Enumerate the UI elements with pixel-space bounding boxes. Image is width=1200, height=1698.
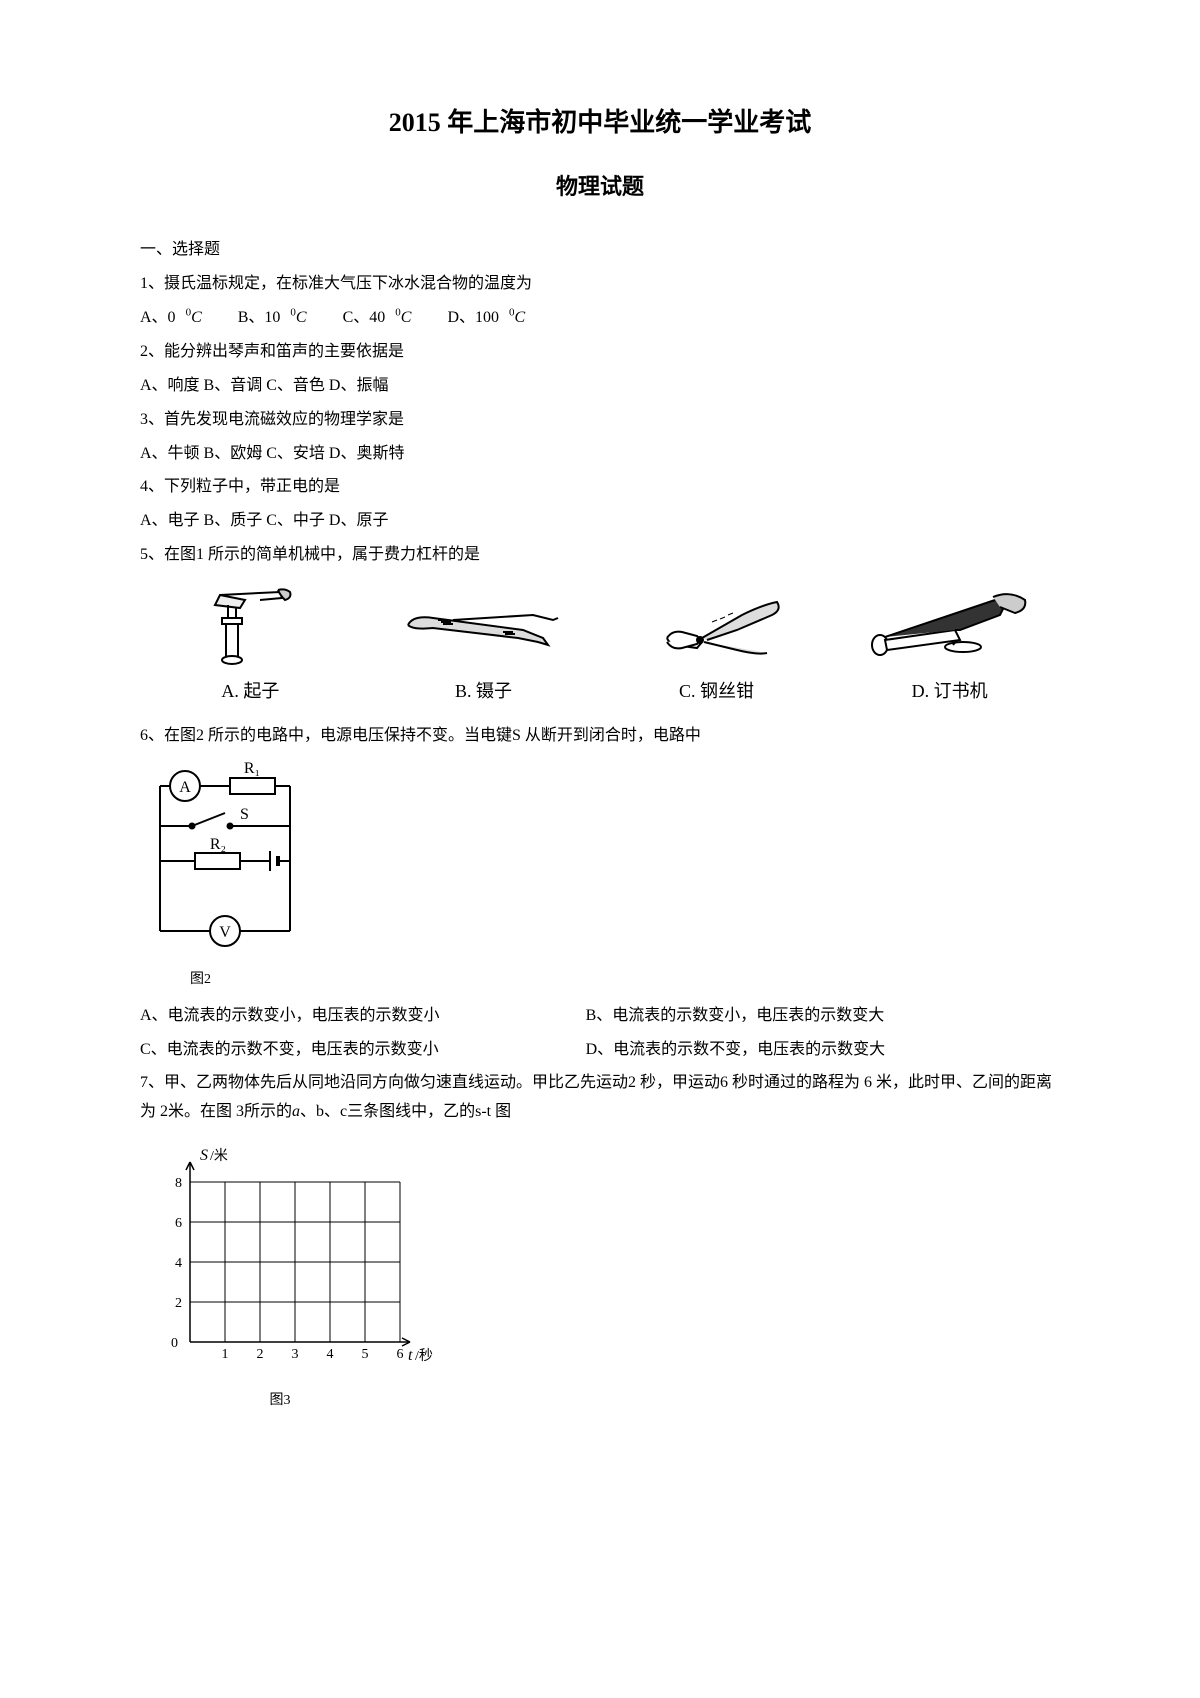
question-1-text: 1、摄氏温标规定，在标准大气压下冰水混合物的温度为 [140,270,1060,299]
svg-text:4: 4 [327,1347,334,1362]
question-2-text: 2、能分辨出琴声和笛声的主要依据是 [140,338,1060,367]
svg-text:6: 6 [175,1216,182,1231]
q6-opt-b: B、电流表的示数变小，电压表的示数变大 [586,1002,1028,1031]
question-3-options: A、牛顿 B、欧姆 C、安培 D、奥斯特 [140,440,1060,469]
circuit-figure: A R₁ S R₂ V [140,761,1060,992]
lever-item-c: C. 钢丝钳 [606,580,827,707]
question-4-text: 4、下列粒子中，带正电的是 [140,473,1060,502]
lever-opener-icon [140,580,361,670]
lever-label-c: C. 钢丝钳 [606,675,827,707]
svg-text:S: S [200,1147,208,1164]
section-heading: 一、选择题 [140,236,1060,265]
lever-item-a: A. 起子 [140,580,361,707]
svg-text:0: 0 [171,1336,178,1351]
svg-text:R₁: R₁ [244,761,260,777]
lever-stapler-icon [839,580,1060,670]
graph-figure-label: 图3 [140,1388,420,1413]
q1-opt-b: B、100C [238,309,317,326]
q1-opt-a: A、00C [140,309,212,326]
svg-text:5: 5 [362,1347,369,1362]
svg-text:R₂: R₂ [210,836,226,853]
q1-opt-d: D、1000C [447,309,535,326]
question-6-options-2: C、电流表的示数不变，电压表的示数变小 D、电流表的示数不变，电压表的示数变大 [140,1036,1060,1065]
sub-title: 物理试题 [140,167,1060,207]
lever-item-d: D. 订书机 [839,580,1060,707]
lever-tweezers-icon [373,580,594,670]
svg-text:6: 6 [397,1347,404,1362]
svg-text:2: 2 [175,1296,182,1311]
svg-text:/米: /米 [210,1148,228,1164]
lever-pliers-icon [606,580,827,670]
question-4-options: A、电子 B、质子 C、中子 D、原子 [140,507,1060,536]
lever-figures-row: A. 起子 B. 镊子 [140,580,1060,707]
q6-opt-c: C、电流表的示数不变，电压表的示数变小 [140,1036,582,1065]
question-6-text: 6、在图2 所示的电路中，电源电压保持不变。当电键S 从断开到闭合时，电路中 [140,722,1060,751]
q1-opt-c: C、400C [343,309,422,326]
q6-opt-d: D、电流表的示数不变，电压表的示数变大 [586,1036,1028,1065]
question-6-options: A、电流表的示数变小，电压表的示数变小 B、电流表的示数变小，电压表的示数变大 [140,1002,1060,1031]
question-7-text: 7、甲、乙两物体先后从同地沿同方向做匀速直线运动。甲比乙先运动2 秒，甲运动6 … [140,1069,1060,1127]
lever-label-a: A. 起子 [140,675,361,707]
question-5-text: 5、在图1 所示的简单机械中，属于费力杠杆的是 [140,541,1060,570]
q6-opt-a: A、电流表的示数变小，电压表的示数变小 [140,1002,582,1031]
svg-text:V: V [219,924,231,941]
svg-text:3: 3 [292,1347,299,1362]
svg-text:t: t [408,1347,413,1364]
svg-text:2: 2 [257,1347,264,1362]
lever-label-b: B. 镊子 [373,675,594,707]
svg-text:A: A [179,779,191,796]
question-2-options: A、响度 B、音调 C、音色 D、振幅 [140,372,1060,401]
svg-text:8: 8 [175,1176,182,1191]
circuit-figure-label: 图2 [190,967,1060,992]
lever-label-d: D. 订书机 [839,675,1060,707]
svg-text:4: 4 [175,1256,182,1271]
main-title: 2015 年上海市初中毕业统一学业考试 [140,100,1060,147]
question-1-options: A、00C B、100C C、400C D、1000C [140,304,1060,333]
graph-figure: S /米 t /秒 0 2 4 6 8 1 2 3 4 5 6 图3 [140,1142,1060,1413]
question-3-text: 3、首先发现电流磁效应的物理学家是 [140,406,1060,435]
svg-text:S: S [240,806,249,823]
lever-item-b: B. 镊子 [373,580,594,707]
svg-text:/秒: /秒 [415,1348,433,1364]
svg-text:1: 1 [222,1347,229,1362]
